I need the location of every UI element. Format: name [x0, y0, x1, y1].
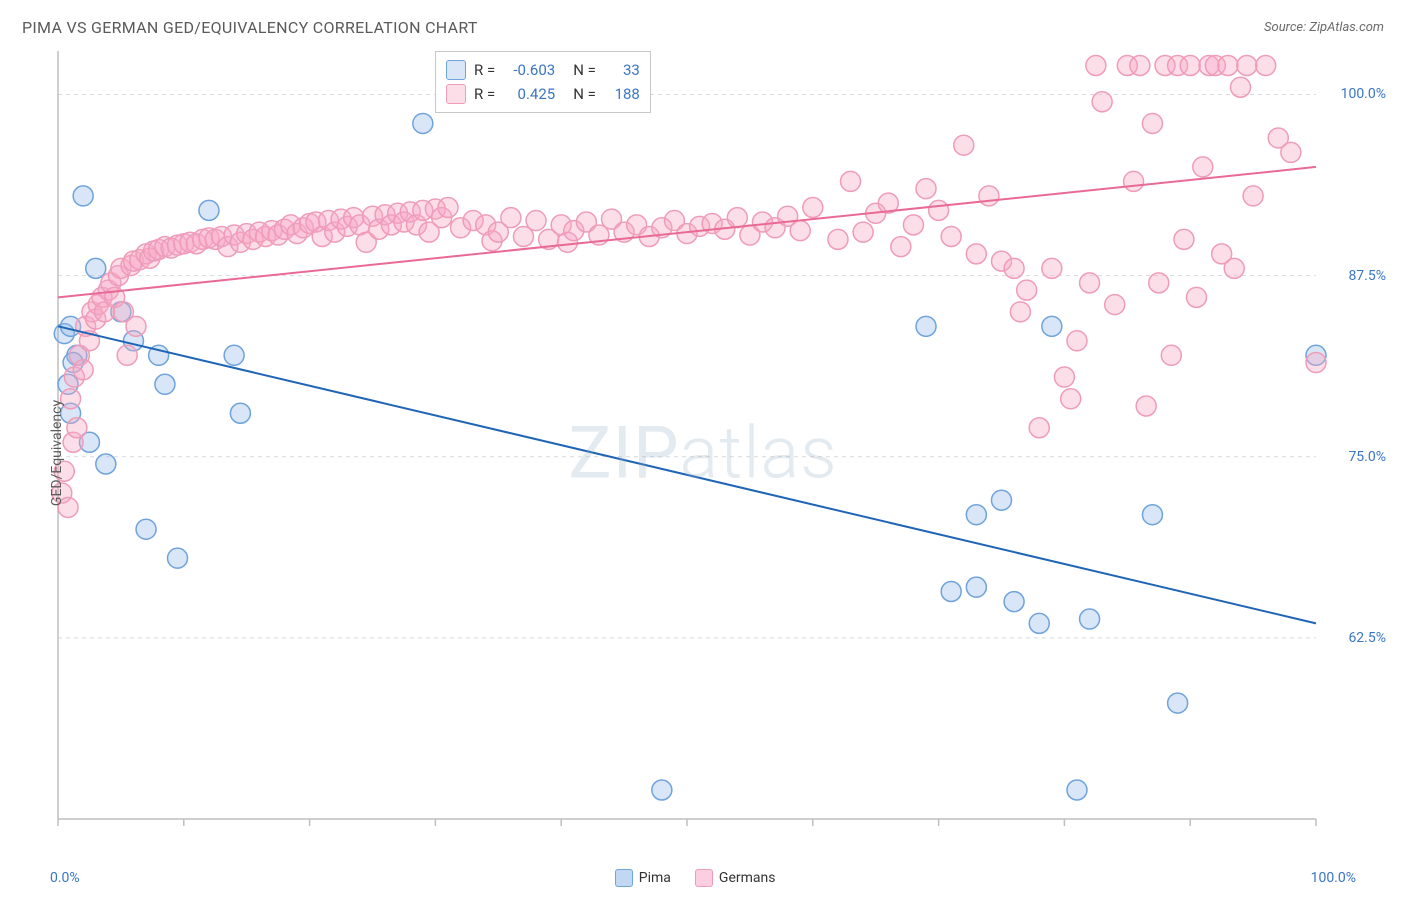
- source-label: Source: ZipAtlas.com: [1264, 20, 1384, 35]
- chart-container: GED/Equivalency ZIPatlas R = -0.603 N = …: [10, 43, 1396, 863]
- legend-row-pima: R = -0.603 N = 33: [446, 58, 640, 82]
- legend-r-label: R =: [474, 85, 495, 103]
- scatter-plot: [10, 43, 1396, 843]
- y-tick-label: 62.5%: [1348, 630, 1386, 646]
- series-legend: Pima Germans: [615, 869, 776, 887]
- legend-r-label: R =: [474, 61, 495, 79]
- x-start-label: 0.0%: [50, 870, 80, 886]
- legend-n-germans: 188: [608, 85, 640, 103]
- legend-label-pima: Pima: [639, 870, 671, 886]
- y-tick-label: 75.0%: [1348, 449, 1386, 465]
- legend-n-pima: 33: [608, 61, 640, 79]
- legend-item-pima: Pima: [615, 869, 671, 887]
- legend-item-germans: Germans: [695, 869, 776, 887]
- y-tick-label: 100.0%: [1341, 86, 1386, 102]
- legend-label-germans: Germans: [719, 870, 776, 886]
- chart-title: PIMA VS GERMAN GED/EQUIVALENCY CORRELATI…: [22, 18, 478, 37]
- y-tick-label: 87.5%: [1348, 268, 1386, 284]
- x-axis-bar: 0.0% Pima Germans 100.0%: [10, 863, 1396, 887]
- legend-r-germans: 0.425: [507, 85, 555, 103]
- legend-swatch-germans: [446, 84, 466, 104]
- legend-swatch-icon: [695, 869, 713, 887]
- legend-r-pima: -0.603: [507, 61, 555, 79]
- legend-row-germans: R = 0.425 N = 188: [446, 82, 640, 106]
- legend-n-label: N =: [573, 61, 596, 79]
- chart-header: PIMA VS GERMAN GED/EQUIVALENCY CORRELATI…: [10, 10, 1396, 43]
- x-end-label: 100.0%: [1311, 870, 1356, 886]
- y-axis-label: GED/Equivalency: [49, 400, 65, 506]
- legend-swatch-pima: [446, 60, 466, 80]
- correlation-legend: R = -0.603 N = 33 R = 0.425 N = 188: [435, 51, 651, 113]
- legend-n-label: N =: [573, 85, 596, 103]
- legend-swatch-icon: [615, 869, 633, 887]
